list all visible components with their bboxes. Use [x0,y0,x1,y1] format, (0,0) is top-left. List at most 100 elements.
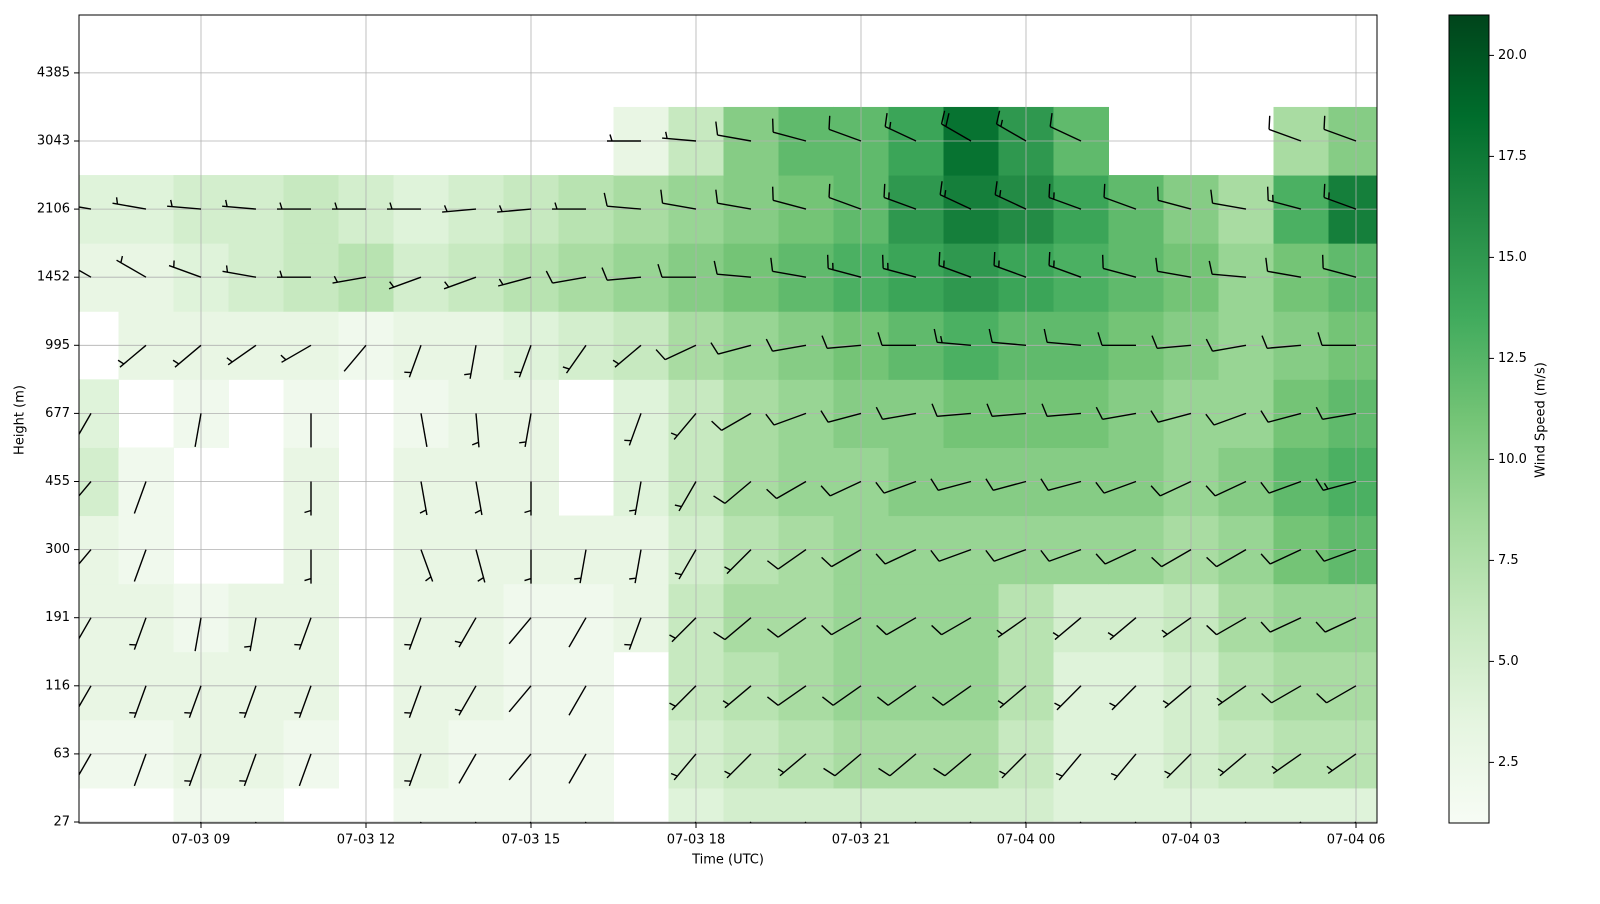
wind-barb [184,685,202,718]
wind-barb [710,342,752,355]
wind-barb [771,118,807,142]
wind-barb [1107,617,1137,641]
wind-barb [722,685,752,709]
wind-barb [244,617,257,652]
y-tick-label: 1452 [37,270,70,285]
wind-barb [239,685,257,718]
wind-barb [1210,189,1247,210]
x-tick-label: 07-03 18 [667,833,725,848]
wind-barb [222,199,257,210]
speed-cell [1328,787,1377,823]
wind-barb [1261,685,1302,704]
colorbar-tick-label: 12.5 [1498,351,1527,366]
wind-barb [552,202,586,210]
wind-barb [475,549,486,583]
wind-barb [404,617,422,650]
wind-barb [1097,332,1136,346]
barbs [79,110,1357,823]
wind-barb [1054,685,1082,711]
wind-barb [304,549,312,584]
wind-barb [404,685,422,718]
wind-barb [988,328,1027,346]
wind-barb [1103,183,1137,210]
wind-barb [1095,548,1137,565]
wind-barb [1048,251,1082,278]
wind-barb [930,548,972,562]
wind-barb [1101,254,1137,278]
wind-barb [662,131,697,142]
wind-barb [1271,753,1302,774]
wind-barb [724,549,752,575]
wind-barb [519,413,532,448]
speed-cell [393,787,449,823]
wind-barb [332,275,367,284]
wind-barb [116,255,147,278]
wind-barb [294,617,312,650]
wind-barb [1156,186,1192,210]
wind-barb [1151,335,1192,349]
wind-barb [1161,617,1192,638]
wind-barb [222,265,257,278]
wind-barb [1261,335,1302,349]
plot-frame [78,14,1378,824]
wind-barb [568,617,587,648]
wind-barb [1206,617,1247,636]
wind-barb [1052,617,1082,641]
speed-cell [448,787,504,823]
x-tick-label: 07-04 00 [997,833,1055,848]
wind-barb [660,189,697,210]
wind-barb [711,412,752,432]
wind-barb [875,548,917,565]
wind-barb [603,192,642,210]
wind-barb [79,269,92,278]
y-tick-label: 4385 [37,65,70,80]
x-tick-label: 07-03 21 [832,833,890,848]
wind-barb [1216,685,1247,706]
wind-barb [715,189,752,210]
wind-barb [1260,410,1302,423]
x-tick-label: 07-03 09 [172,833,230,848]
y-tick-label: 677 [45,406,70,421]
wind-barb [420,549,434,582]
wind-barb [884,113,917,142]
wind-barb [669,617,697,643]
wind-barb [999,753,1027,779]
wind-barb [239,753,257,787]
wind-barb [497,276,532,287]
wind-barb [629,549,642,584]
speed-cell [1218,787,1274,823]
wind-barb [875,406,917,420]
y-tick-label: 116 [45,678,70,693]
wind-barb [184,753,202,787]
wind-barb [277,270,311,278]
wind-barb [79,413,92,436]
wind-barb [1055,753,1082,781]
wind-barb [997,685,1027,709]
wind-barb [419,481,428,516]
wind-barb [1095,480,1137,494]
wind-barb [562,344,587,374]
wind-barb [993,251,1027,278]
wind-barb [715,121,752,142]
wind-barb [670,753,697,781]
wind-barb [878,753,917,777]
wind-barb [876,617,917,636]
wind-barb [194,413,202,448]
wind-barb [1326,753,1357,774]
colorbar-tick-label: 15.0 [1498,250,1527,265]
wind-barb [277,202,311,210]
wind-barb [1323,183,1357,210]
wind-barb [770,257,807,278]
wind-barb [674,481,697,512]
colorbar-tick-label: 7.5 [1498,553,1519,568]
wind-barb [938,251,972,278]
wind-barb [1040,548,1082,562]
wind-barb [1315,548,1357,562]
wind-barb [713,480,752,504]
wind-barb [1162,685,1192,709]
wind-barb [669,685,697,711]
wind-barb [280,344,312,363]
wind-barb [624,617,642,650]
wind-barb [167,199,202,210]
